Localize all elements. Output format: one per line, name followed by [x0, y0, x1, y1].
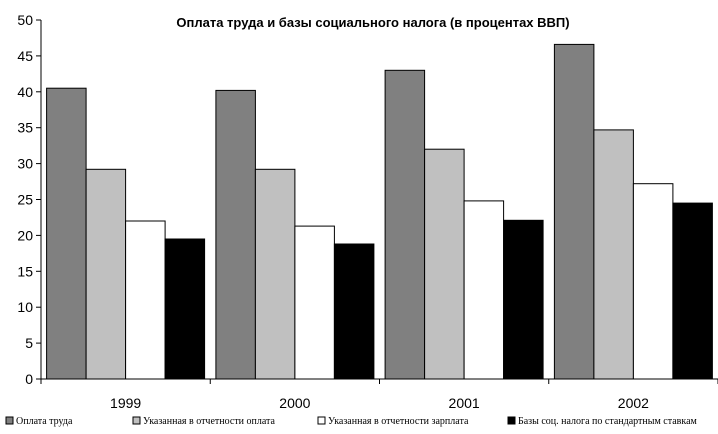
y-tick-label: 0: [25, 371, 33, 387]
bar-s2-2001: [424, 148, 465, 380]
legend-swatch: [5, 416, 14, 425]
bar-s1-2001: [384, 69, 426, 380]
x-tick-label: 1999: [110, 395, 141, 411]
y-tick-label: 25: [17, 192, 33, 208]
legend-swatch: [317, 416, 326, 425]
bar-s4-1999: [164, 238, 206, 380]
chart-title: Оплата труда и базы социального налога (…: [176, 15, 569, 30]
y-tick-label: 20: [17, 227, 33, 243]
bar-s3-1999: [125, 220, 166, 380]
y-tick-label: 35: [17, 120, 33, 136]
y-tick-label: 50: [17, 12, 33, 28]
bar-s1-1999: [46, 87, 87, 380]
y-tick-label: 40: [17, 84, 33, 100]
bar-s2-2000: [254, 168, 296, 380]
legend: Оплата труда Указанная в отчетности оплат…: [5, 416, 698, 427]
legend-label: Указанная в отчетности оплата: [143, 416, 276, 427]
x-tick-label: 2000: [279, 395, 310, 411]
bar-s2-2002: [593, 129, 634, 380]
bar-s4-2001: [503, 219, 544, 380]
bar-s3-2000: [294, 225, 335, 380]
legend-swatch: [507, 416, 516, 425]
x-tick-label: 2002: [618, 395, 649, 411]
y-tick-label: 45: [17, 48, 33, 64]
bar-s4-2002: [672, 202, 713, 380]
legend-swatch: [132, 416, 141, 425]
x-tick-label: 2001: [449, 395, 480, 411]
bar-s1-2002: [553, 43, 595, 380]
legend-label: Оплата труда: [16, 416, 73, 427]
y-tick-label: 30: [17, 156, 33, 172]
y-tick-label: 15: [17, 263, 33, 279]
bar-s2-1999: [85, 168, 127, 380]
y-tick-label: 5: [25, 335, 33, 351]
axes-layer: 0 5 10 15 20 25 30 35 40 45 50 1999 2000 2001 2002: [17, 12, 718, 411]
bar-s3-2002: [632, 183, 674, 380]
bar-s4-2000: [333, 243, 375, 380]
y-tick-label: 10: [17, 299, 33, 315]
bar-s1-2000: [215, 89, 256, 380]
legend-label: Базы соц. налога по стандартным ставкам: [518, 416, 698, 427]
bar-s3-2001: [463, 200, 505, 380]
bars-layer: [46, 43, 713, 380]
legend-label: Указанная в отчетности зарплата: [328, 416, 469, 427]
